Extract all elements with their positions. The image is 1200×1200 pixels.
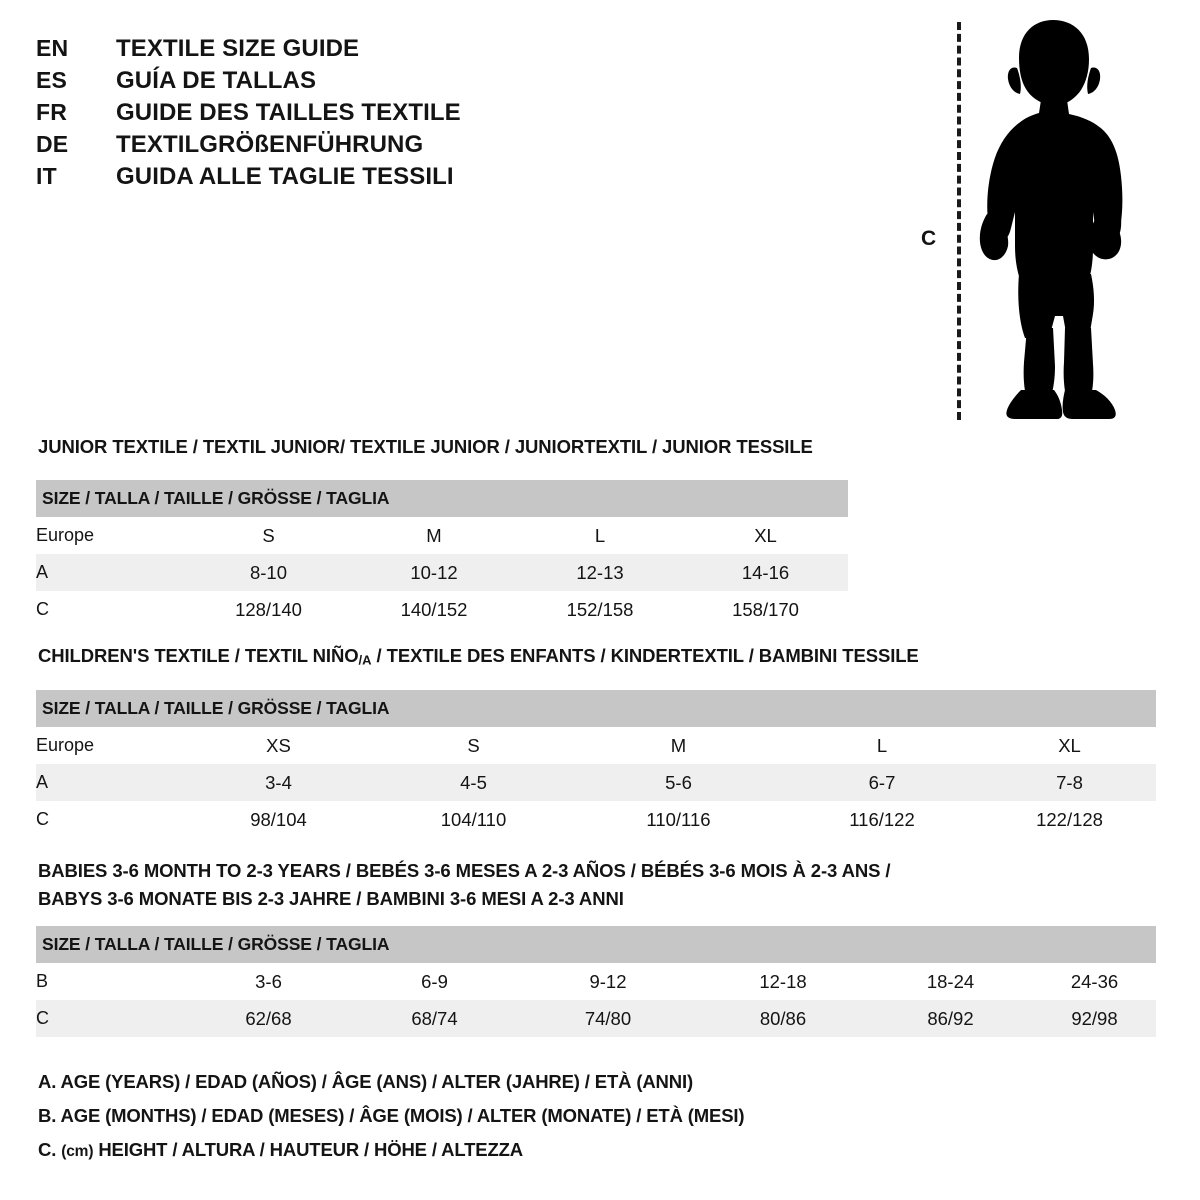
children-heading-subscript-a: /A [358,652,372,668]
babies-row-b: B 3-6 6-9 9-12 12-18 18-24 24-36 [36,963,1156,1000]
junior-table-band-row: SIZE / TALLA / TAILLE / GRÖSSE / TAGLIA [36,480,849,517]
toddler-standing-silhouette-icon [979,20,1123,419]
legend-line-c: C. (cm) HEIGHT / ALTURA / HAUTEUR / HÖHE… [38,1133,938,1169]
language-row-es: ES GUÍA DE TALLAS [36,64,836,96]
junior-row-a-value-4: 14-16 [741,561,790,583]
language-code-fr: FR [36,99,68,125]
junior-row-a-value-2: 10-12 [410,561,458,583]
babies-section-heading-line2: BABYS 3-6 MONATE BIS 2-3 JAHRE / BAMBINI… [38,888,624,909]
language-title-en: TEXTILE SIZE GUIDE [116,35,360,62]
legend-block: A. AGE (YEARS) / EDAD (AÑOS) / ÂGE (ANS)… [38,1065,938,1169]
children-size-header-row: Europe XS S M L XL [36,727,1157,764]
babies-row-b-value-2: 6-9 [421,970,448,992]
language-row-it: IT GUIDA ALLE TAGLIE TESSILI [36,160,836,192]
language-code-it: IT [36,163,57,189]
children-table-band-row: SIZE / TALLA / TAILLE / GRÖSSE / TAGLIA [36,690,1157,727]
junior-band-label: SIZE / TALLA / TAILLE / GRÖSSE / TAGLIA [42,488,390,508]
children-row-c-value-3: 110/116 [646,808,711,830]
junior-size-xl: XL [754,524,777,546]
junior-size-header-row: Europe S M L XL [36,517,849,554]
children-section-heading: CHILDREN'S TEXTILE / TEXTIL NIÑO/A / TEX… [38,643,919,672]
children-row-c-value-5: 122/128 [1036,808,1103,830]
junior-row-c-value-3: 152/158 [566,598,634,620]
language-code-de: DE [36,131,69,157]
babies-row-c-label: C [36,1008,49,1028]
children-row-c: C 98/104 104/110 110/116 116/122 122/128 [36,801,1157,838]
junior-row-a: A 8-10 10-12 12-13 14-16 [36,554,849,591]
babies-row-b-value-3: 9-12 [589,970,627,992]
babies-size-table: SIZE / TALLA / TAILLE / GRÖSSE / TAGLIA … [36,926,1156,1037]
babies-row-c-value-6: 92/98 [1071,1007,1118,1029]
junior-row-c: C 128/140 140/152 152/158 158/170 [36,591,849,628]
legend-line-c-prefix: C. [38,1139,62,1160]
language-row-fr: FR GUIDE DES TAILLES TEXTILE [36,96,836,128]
babies-row-c-value-1: 62/68 [245,1007,292,1029]
babies-row-c-value-4: 80/86 [759,1007,807,1029]
children-size-m: M [670,734,687,756]
children-row-c-label: C [36,809,49,829]
junior-size-table: SIZE / TALLA / TAILLE / GRÖSSE / TAGLIA … [36,480,849,628]
height-measure-label-c: C [921,227,937,250]
children-size-s: S [467,734,480,756]
language-title-es: GUÍA DE TALLAS [116,67,317,94]
children-row-c-value-4: 116/122 [849,808,915,830]
children-row-a: A 3-4 4-5 5-6 6-7 7-8 [36,764,1157,801]
height-dashed-line [957,22,961,420]
junior-size-l: L [594,524,606,546]
language-title-de: TEXTILGRÖßENFÜHRUNG [116,131,424,158]
junior-row-a-value-3: 12-13 [576,561,624,583]
junior-row-c-value-1: 128/140 [235,598,302,620]
junior-size-m: M [426,524,442,546]
babies-row-c-value-3: 74/80 [584,1007,632,1029]
babies-row-b-value-4: 12-18 [759,970,807,992]
babies-band-label: SIZE / TALLA / TAILLE / GRÖSSE / TAGLIA [42,934,390,954]
children-size-l: L [876,734,888,756]
language-title-fr: GUIDE DES TAILLES TEXTILE [116,99,461,126]
children-row-a-value-4: 6-7 [868,771,896,793]
language-row-de: DE TEXTILGRÖßENFÜHRUNG [36,128,836,160]
children-heading-part-2: / TEXTILE DES ENFANTS / KINDERTEXTIL / B… [371,645,919,666]
legend-line-a: A. AGE (YEARS) / EDAD (AÑOS) / ÂGE (ANS)… [38,1071,693,1092]
babies-table-band-row: SIZE / TALLA / TAILLE / GRÖSSE / TAGLIA [36,926,1156,963]
children-region-label: Europe [36,735,95,755]
height-illustration: C [905,16,1135,421]
babies-section-heading-line1: BABIES 3-6 MONTH TO 2-3 YEARS / BEBÉS 3-… [38,860,891,881]
language-title-block: EN TEXTILE SIZE GUIDE ES GUÍA DE TALLAS … [36,32,836,192]
babies-row-c-value-2: 68/74 [411,1007,458,1029]
children-band-label: SIZE / TALLA / TAILLE / GRÖSSE / TAGLIA [42,698,390,718]
language-row-en: EN TEXTILE SIZE GUIDE [36,32,836,64]
children-row-a-value-1: 3-4 [265,771,292,793]
junior-row-c-value-2: 140/152 [400,598,468,620]
language-code-en: EN [36,35,69,61]
children-row-c-value-2: 104/110 [440,808,507,830]
children-heading-part-1: CHILDREN'S TEXTILE / TEXTIL NIÑO [38,645,359,666]
junior-row-a-label: A [36,562,49,582]
junior-size-s: S [262,524,275,546]
babies-row-b-value-1: 3-6 [255,970,282,992]
babies-row-b-label: B [36,971,49,991]
legend-line-c-unit: (cm) [61,1143,94,1160]
language-code-es: ES [36,67,68,93]
legend-line-c-rest: HEIGHT / ALTURA / HAUTEUR / HÖHE / ALTEZ… [93,1139,523,1160]
junior-row-c-value-4: 158/170 [732,598,799,620]
babies-row-b-value-5: 18-24 [926,970,975,992]
junior-region-label: Europe [36,525,95,545]
language-title-it: GUIDA ALLE TAGLIE TESSILI [116,163,454,190]
children-size-xl: XL [1058,734,1081,756]
junior-section-heading: JUNIOR TEXTILE / TEXTIL JUNIOR/ TEXTILE … [38,436,813,457]
junior-row-a-value-1: 8-10 [249,561,288,583]
babies-row-b-value-6: 24-36 [1070,970,1119,992]
children-row-a-label: A [36,772,49,792]
children-size-xs: XS [266,734,291,756]
children-size-table: SIZE / TALLA / TAILLE / GRÖSSE / TAGLIA … [36,690,1157,838]
children-row-a-value-5: 7-8 [1056,771,1083,793]
children-row-a-value-2: 4-5 [460,771,487,793]
children-row-a-value-3: 5-6 [665,771,692,793]
babies-row-c-value-5: 86/92 [927,1007,974,1029]
junior-row-c-label: C [36,599,49,619]
babies-row-c: C 62/68 68/74 74/80 80/86 86/92 92/98 [36,1000,1156,1037]
children-row-c-value-1: 98/104 [250,808,307,830]
legend-line-b: B. AGE (MONTHS) / EDAD (MESES) / ÂGE (MO… [38,1105,745,1126]
